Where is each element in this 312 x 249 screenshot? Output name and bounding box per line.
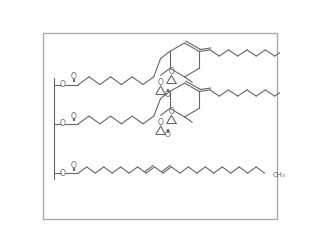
Text: O: O	[165, 90, 170, 99]
Text: O: O	[60, 80, 66, 89]
Text: O: O	[71, 112, 77, 121]
Text: O: O	[71, 72, 77, 81]
Text: O: O	[168, 67, 174, 76]
Text: O: O	[165, 130, 170, 139]
Text: O: O	[168, 107, 174, 116]
Text: O: O	[158, 78, 163, 87]
Text: O: O	[71, 161, 77, 170]
Text: O: O	[60, 169, 66, 178]
Text: CH₃: CH₃	[272, 172, 285, 178]
Text: O: O	[60, 119, 66, 128]
Text: O: O	[158, 118, 163, 127]
